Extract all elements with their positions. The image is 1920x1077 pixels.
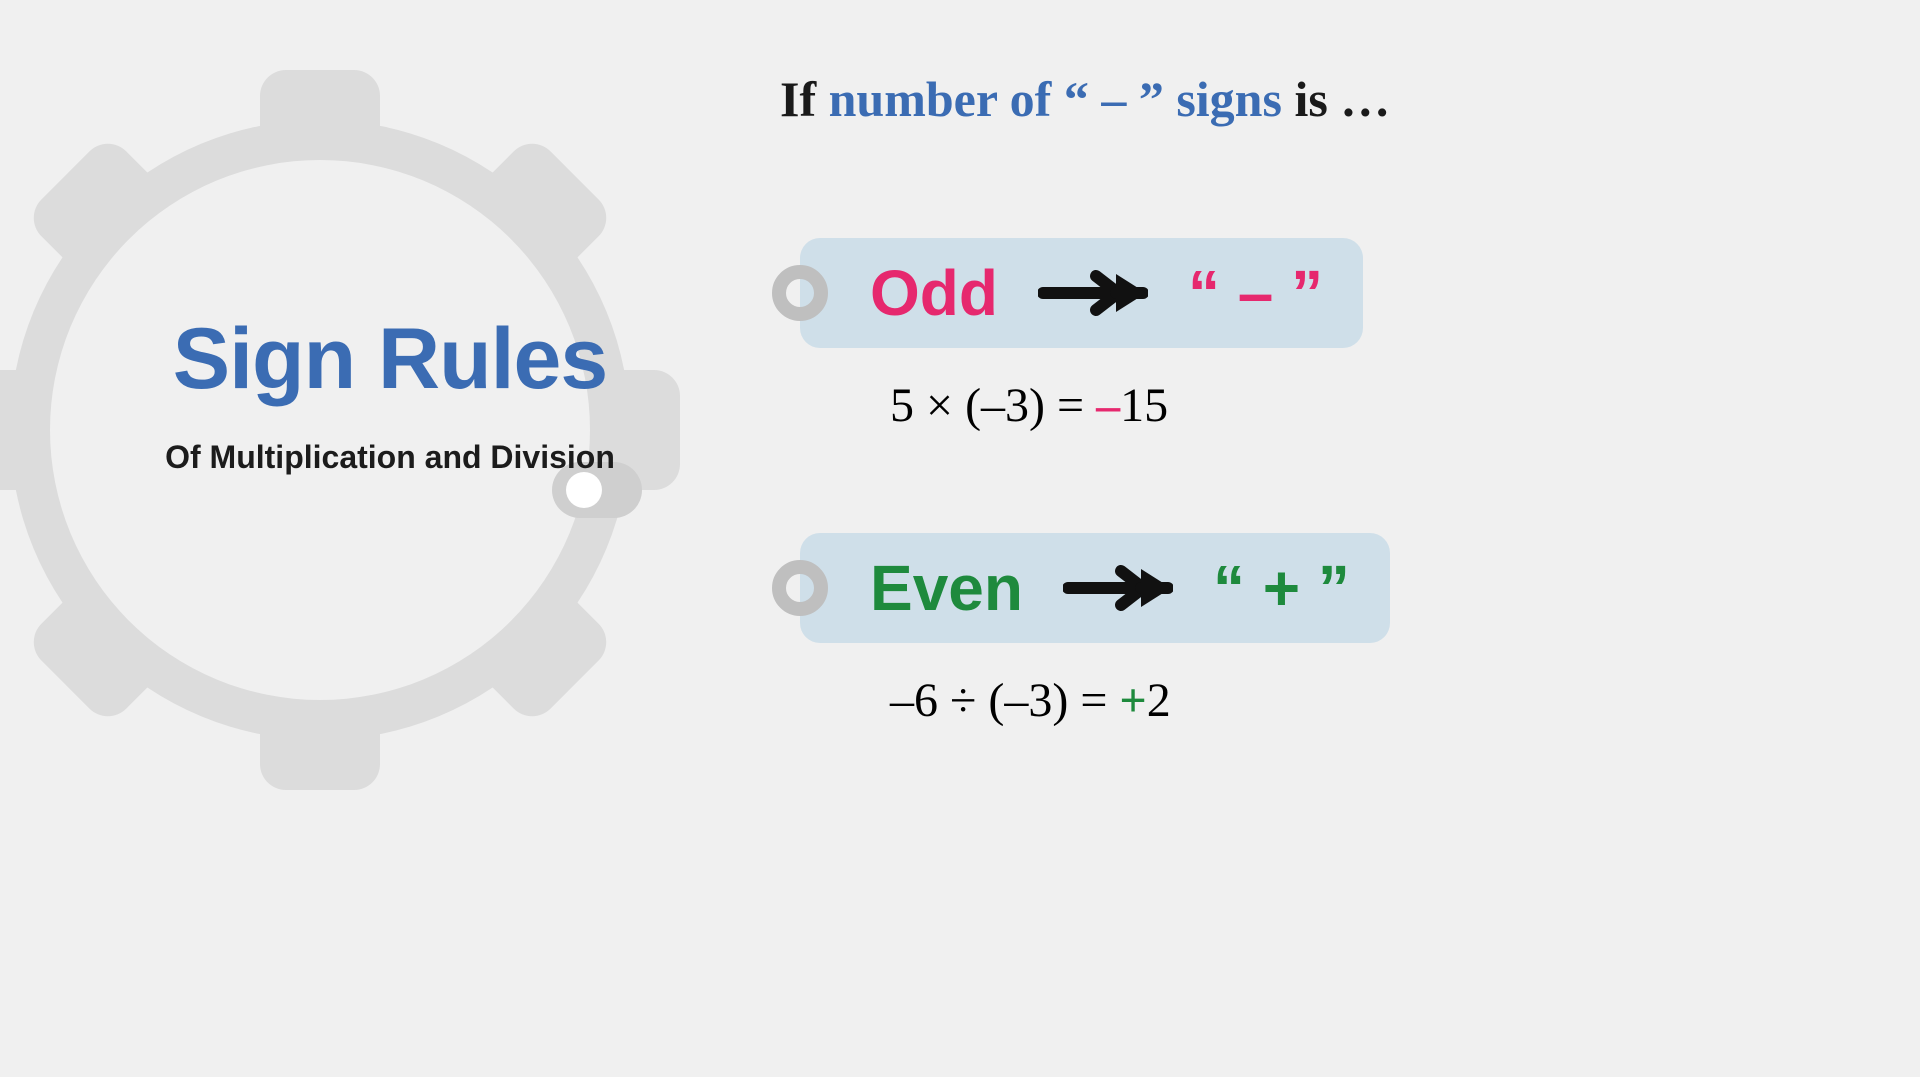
header-is: is … xyxy=(1282,71,1390,127)
tag-even: Even “ + ” xyxy=(800,533,1390,643)
tag-label-odd: Odd xyxy=(870,256,998,330)
example-even: –6 ÷ (–3) = +2 xyxy=(890,673,1880,728)
tag-ring xyxy=(772,265,828,321)
tag-label-even: Even xyxy=(870,551,1023,625)
tag-body: Even “ + ” xyxy=(800,533,1390,643)
main-title: Sign Rules xyxy=(120,310,660,409)
left-panel: Sign Rules Of Multiplication and Divisio… xyxy=(0,0,800,1077)
tag-sign-odd: “ – ” xyxy=(1188,256,1323,330)
tag-body: Odd “ – ” xyxy=(800,238,1363,348)
header-line: If number of “ – ” signs is … xyxy=(780,70,1880,128)
example-even-eq: –6 ÷ (–3) = xyxy=(890,674,1119,727)
example-odd: 5 × (–3) = –15 xyxy=(890,378,1880,433)
title-block: Sign Rules Of Multiplication and Divisio… xyxy=(120,310,660,476)
example-odd-sign: – xyxy=(1096,379,1120,432)
arrow-icon xyxy=(1063,563,1173,613)
tag-sign-even: “ + ” xyxy=(1213,551,1350,625)
arrow-icon xyxy=(1038,268,1148,318)
header-if: If xyxy=(780,71,829,127)
example-even-sign: + xyxy=(1119,674,1146,727)
example-odd-num: 15 xyxy=(1120,379,1168,432)
header-highlight: number of “ – ” signs xyxy=(829,71,1282,127)
rule-odd: Odd “ – ” 5 × (–3) = –15 xyxy=(780,238,1880,433)
example-even-num: 2 xyxy=(1147,674,1171,727)
subtitle: Of Multiplication and Division xyxy=(120,439,660,476)
tag-ring xyxy=(772,560,828,616)
tag-odd: Odd “ – ” xyxy=(800,238,1363,348)
right-panel: If number of “ – ” signs is … Odd “ – ” … xyxy=(780,70,1880,728)
example-odd-eq: 5 × (–3) = xyxy=(890,379,1096,432)
rule-even: Even “ + ” –6 ÷ (–3) = +2 xyxy=(780,533,1880,728)
